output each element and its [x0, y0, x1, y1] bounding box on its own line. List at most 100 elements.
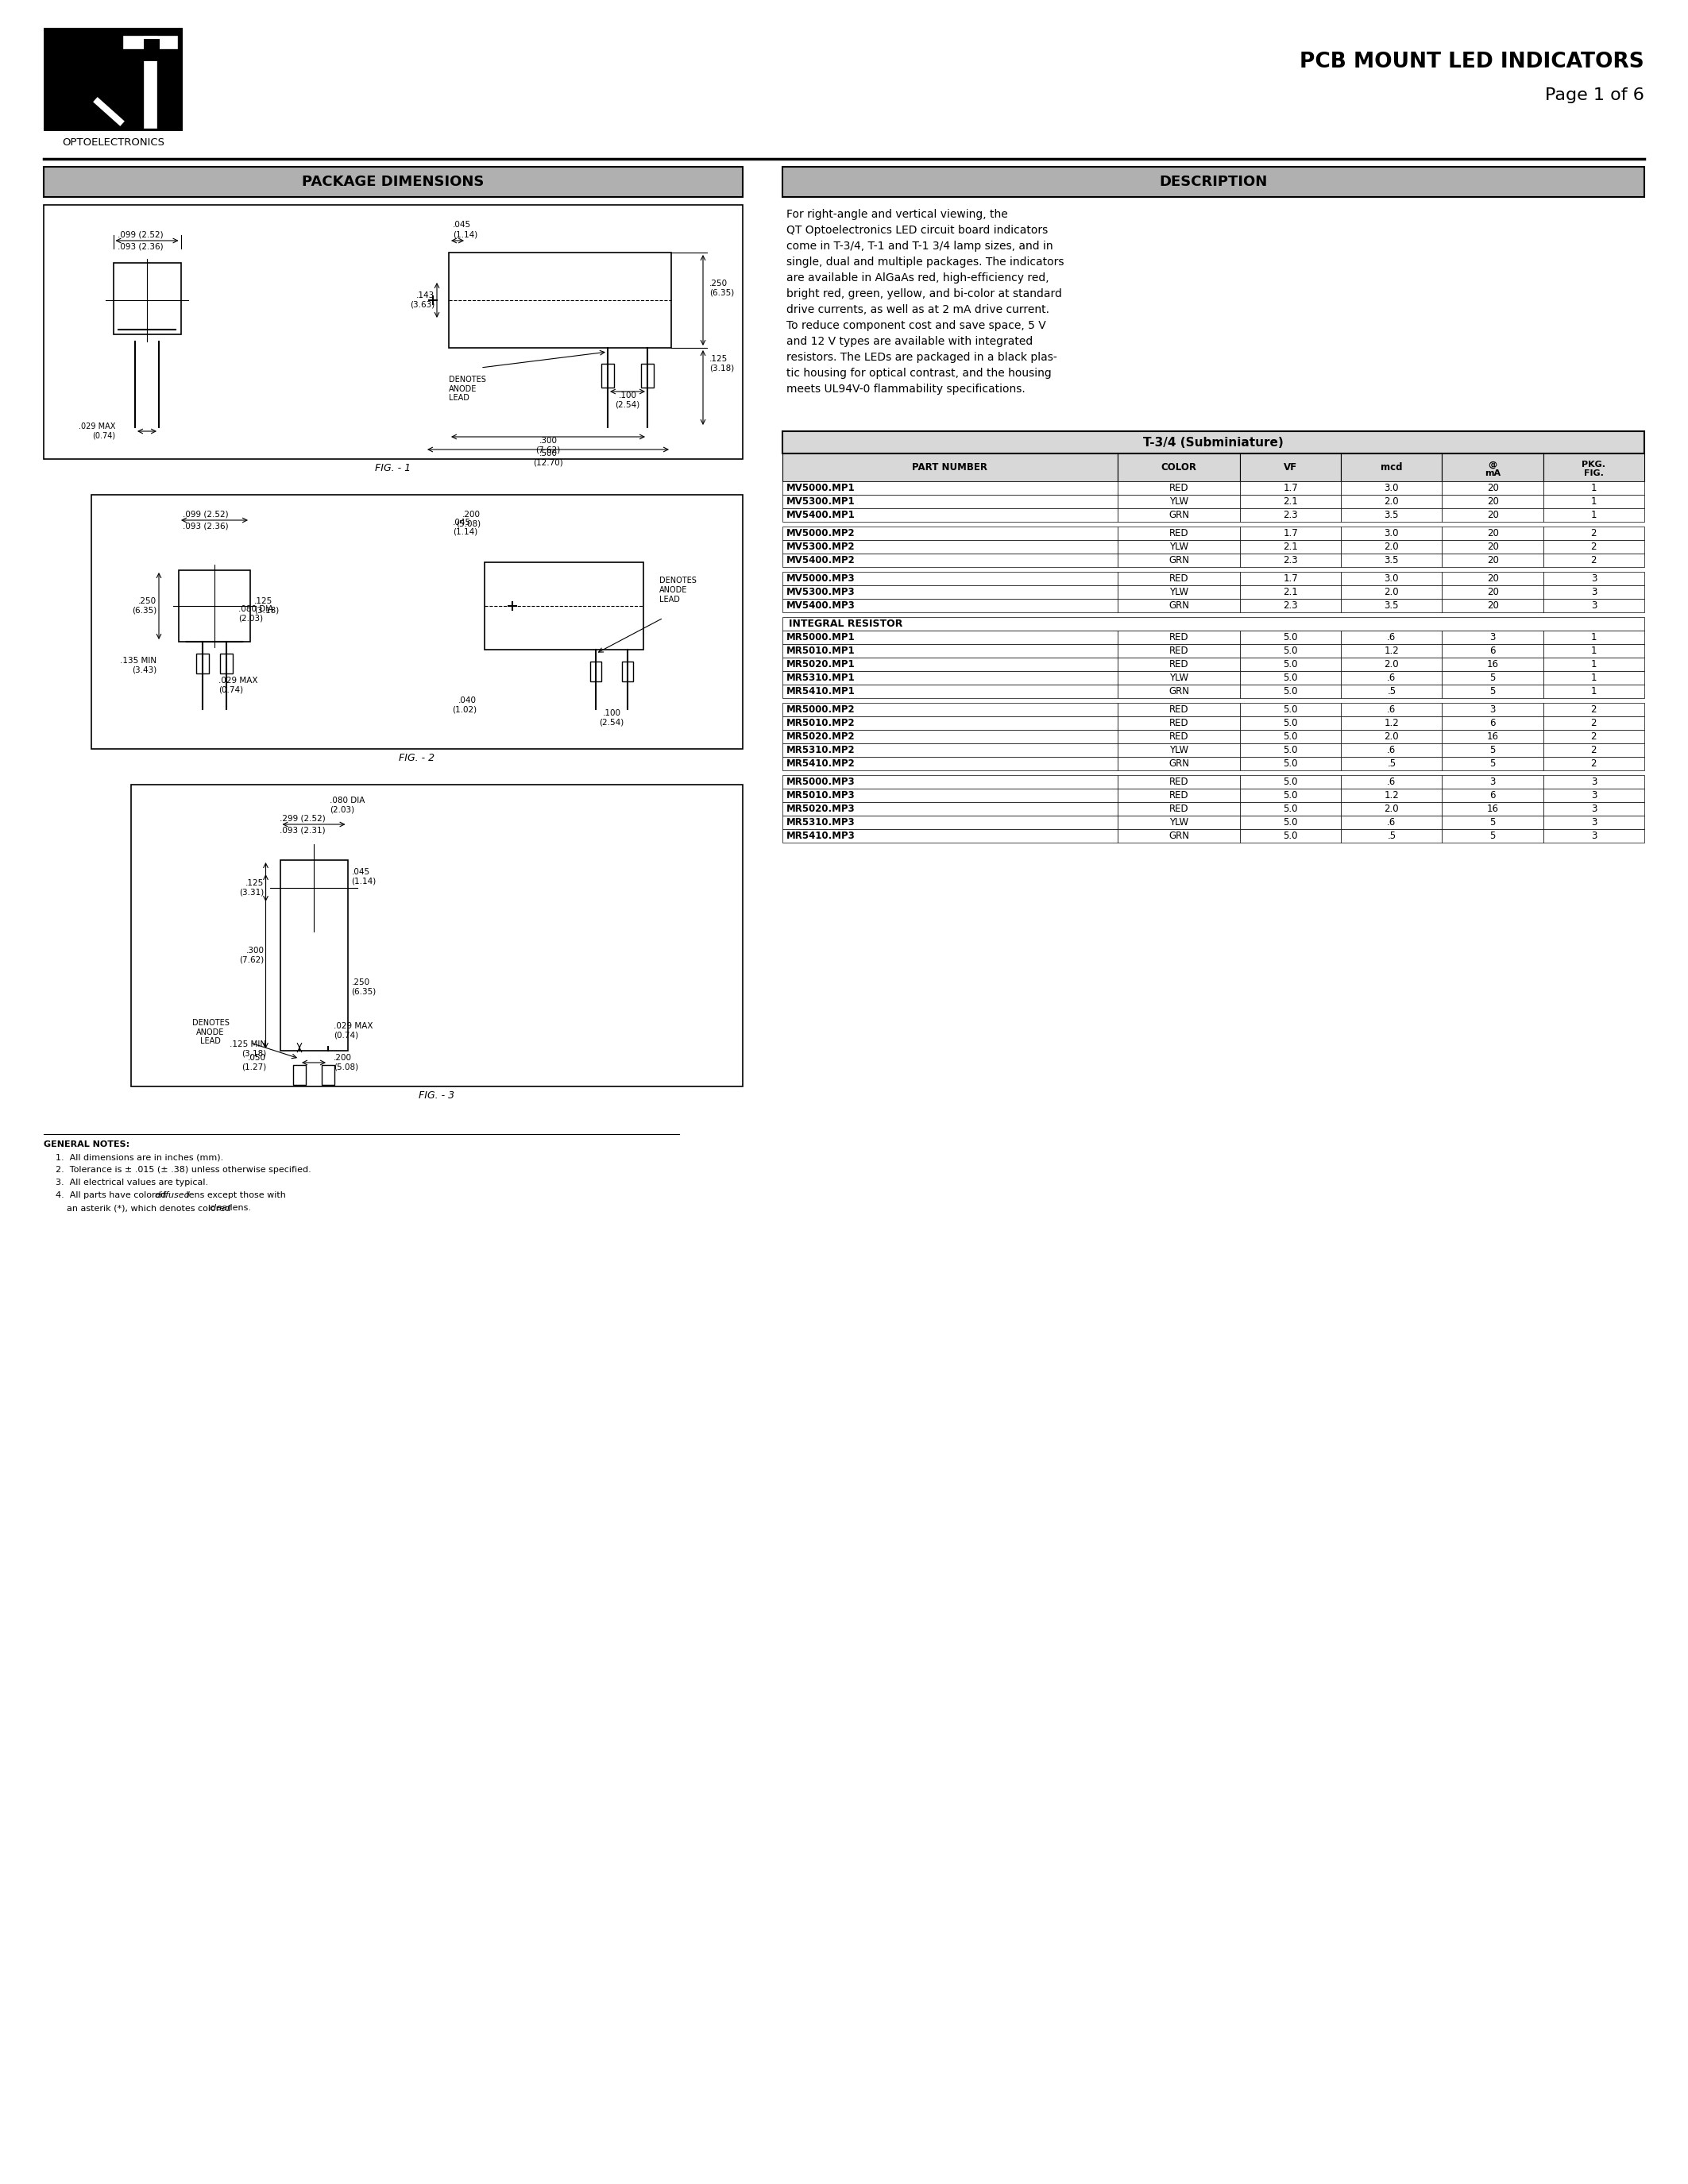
Bar	[1241, 572, 1340, 585]
Text: RED: RED	[1170, 719, 1188, 727]
Text: 16: 16	[1487, 804, 1499, 815]
Bar	[783, 729, 1117, 743]
Text: 1.2: 1.2	[1384, 791, 1399, 799]
Text: single, dual and multiple packages. The indicators: single, dual and multiple packages. The …	[787, 256, 1063, 269]
Bar	[1442, 716, 1543, 729]
Bar	[1340, 454, 1442, 480]
Bar	[1117, 644, 1241, 657]
Text: 1: 1	[1590, 660, 1597, 668]
Text: .5: .5	[1388, 686, 1396, 697]
Text: FIG. - 1: FIG. - 1	[375, 463, 412, 474]
Bar	[1340, 509, 1442, 522]
Text: 5.0: 5.0	[1283, 732, 1298, 743]
Text: 3: 3	[1590, 830, 1597, 841]
Bar	[1117, 631, 1241, 644]
Text: .080 DIA
(2.03): .080 DIA (2.03)	[238, 605, 273, 622]
Text: MR5000.MP3: MR5000.MP3	[787, 778, 856, 786]
Text: 2: 2	[1590, 703, 1597, 714]
Text: MV5000.MP1: MV5000.MP1	[787, 483, 856, 494]
Text: DESCRIPTION: DESCRIPTION	[1160, 175, 1268, 190]
Bar	[1442, 585, 1543, 598]
Text: 5: 5	[1491, 758, 1496, 769]
Text: MV5300.MP2: MV5300.MP2	[787, 542, 856, 553]
Text: YLW: YLW	[1170, 817, 1188, 828]
Text: MR5000.MP1: MR5000.MP1	[787, 631, 856, 642]
Bar	[1543, 684, 1644, 699]
Text: MR5010.MP3: MR5010.MP3	[787, 791, 856, 799]
Text: 3: 3	[1590, 817, 1597, 828]
Text: MR5020.MP2: MR5020.MP2	[787, 732, 856, 743]
Text: 5: 5	[1491, 830, 1496, 841]
Text: 5.0: 5.0	[1283, 804, 1298, 815]
Bar	[1117, 496, 1241, 509]
Bar	[1340, 480, 1442, 496]
Text: .300
(7.62): .300 (7.62)	[535, 437, 560, 454]
Text: 20: 20	[1487, 542, 1499, 553]
Bar	[783, 539, 1117, 553]
Bar	[449, 253, 672, 347]
Text: 2.1: 2.1	[1283, 587, 1298, 596]
Text: 5.0: 5.0	[1283, 791, 1298, 799]
Text: MV5400.MP2: MV5400.MP2	[787, 555, 856, 566]
Bar	[1442, 802, 1543, 815]
Bar	[783, 616, 1644, 631]
Text: .6: .6	[1388, 673, 1396, 684]
Text: .125
(3.18): .125 (3.18)	[709, 356, 734, 371]
Text: MR5020.MP1: MR5020.MP1	[787, 660, 856, 668]
Bar	[641, 365, 653, 387]
Text: 3: 3	[1590, 601, 1597, 612]
Text: 5.0: 5.0	[1283, 660, 1298, 668]
Bar	[1117, 480, 1241, 496]
Bar	[1340, 775, 1442, 788]
Bar	[1241, 585, 1340, 598]
Text: 4.  All parts have colored: 4. All parts have colored	[56, 1190, 169, 1199]
Text: 5: 5	[1491, 686, 1496, 697]
Text: 1.2: 1.2	[1384, 646, 1399, 655]
Text: 16: 16	[1487, 732, 1499, 743]
Text: 3.5: 3.5	[1384, 509, 1399, 520]
Bar	[1442, 509, 1543, 522]
Text: 1.2: 1.2	[1384, 719, 1399, 727]
Bar	[1340, 788, 1442, 802]
Bar	[1340, 496, 1442, 509]
Text: 6: 6	[1491, 719, 1496, 727]
Text: .045
(1.14): .045 (1.14)	[452, 518, 478, 535]
Text: DENOTES
ANODE
LEAD: DENOTES ANODE LEAD	[449, 376, 486, 402]
Text: 3: 3	[1590, 574, 1597, 583]
Text: clear: clear	[209, 1203, 231, 1212]
Bar	[783, 509, 1117, 522]
Bar	[783, 670, 1117, 684]
Text: 5.0: 5.0	[1283, 758, 1298, 769]
Text: .6: .6	[1388, 745, 1396, 756]
Bar	[91, 496, 743, 749]
Text: 5: 5	[1491, 745, 1496, 756]
Text: 1: 1	[1590, 631, 1597, 642]
Text: 16: 16	[1487, 660, 1499, 668]
Bar	[1117, 598, 1241, 612]
Text: 2.3: 2.3	[1283, 601, 1298, 612]
Text: RED: RED	[1170, 529, 1188, 539]
Text: 2: 2	[1590, 719, 1597, 727]
Bar	[783, 553, 1117, 568]
Text: YLW: YLW	[1170, 496, 1188, 507]
Bar	[1117, 539, 1241, 553]
Bar	[1543, 598, 1644, 612]
Text: FIG.: FIG.	[1583, 470, 1604, 478]
Text: .100
(2.54): .100 (2.54)	[599, 710, 625, 727]
Bar	[1442, 788, 1543, 802]
Text: .099 (2.52): .099 (2.52)	[182, 509, 228, 518]
Text: .6: .6	[1388, 778, 1396, 786]
Bar	[783, 775, 1117, 788]
Text: bright red, green, yellow, and bi-color at standard: bright red, green, yellow, and bi-color …	[787, 288, 1062, 299]
Text: OPTOELECTRONICS: OPTOELECTRONICS	[62, 138, 164, 149]
Text: 5: 5	[1491, 817, 1496, 828]
Text: .5: .5	[1388, 758, 1396, 769]
Bar	[783, 815, 1117, 830]
Text: YLW: YLW	[1170, 673, 1188, 684]
Text: YLW: YLW	[1170, 542, 1188, 553]
Text: MV5400.MP3: MV5400.MP3	[787, 601, 856, 612]
Bar	[783, 756, 1117, 771]
Bar	[1340, 756, 1442, 771]
Text: For right-angle and vertical viewing, the: For right-angle and vertical viewing, th…	[787, 210, 1008, 221]
Text: 20: 20	[1487, 483, 1499, 494]
